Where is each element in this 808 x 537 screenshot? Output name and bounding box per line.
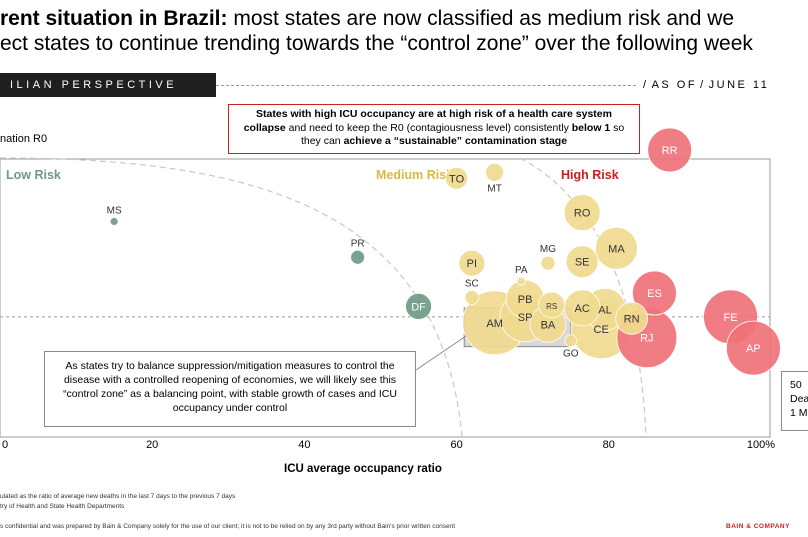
x-tick-label: 0 [2,439,8,451]
bubble-go [564,334,578,348]
as-of-date: / AS OF / JUNE 11 [643,79,770,91]
callout-top-part2: and need to keep the R0 (contagiousness … [285,121,572,134]
callout-top-part3: below 1 [571,121,611,134]
bubble-es [632,270,677,316]
band-divider [216,85,636,86]
bubble-label: DF [411,301,426,313]
bubble-label: BA [541,319,556,331]
x-tick-label: 60 [450,439,462,451]
title-line2: ect states to continue trending towards … [0,32,753,55]
bubble-label: RJ [640,333,653,345]
footnote-1: ulated as the ratio of average new death… [0,493,236,500]
bubble-label: RN [624,313,640,325]
bubble-label: SE [575,257,590,269]
bubble-label: TO [449,173,465,185]
bubble-pa [516,276,526,286]
bubble-label: MA [608,243,625,255]
bubble-label: AL [598,304,611,316]
bubble-label: MS [107,206,122,217]
callout-top-part1: States with high ICU occupancy are at hi… [243,108,612,134]
bubble-ro [563,194,601,231]
bubble-label: GO [563,349,579,360]
bubble-label: PA [515,265,528,276]
bubble-to [445,166,469,190]
legend-line1: 50 [790,379,802,391]
section-band: ILIAN PERSPECTIVE / AS OF / JUNE 11 [0,73,808,97]
bubble-label: MT [487,183,501,194]
bubble-label: MG [540,244,556,255]
legend-line3: 1 M P [790,407,808,419]
bubble-label: SC [465,278,479,289]
bubble-label: PR [351,238,365,249]
plot-frame [0,158,771,438]
disclaimer: s confidential and was prepared by Bain … [0,523,456,530]
risk-zone-label: High Risk [561,168,619,182]
bubble-label: AC [575,303,590,315]
x-tick-label: 100% [747,439,775,451]
title-rest: most states are now classified as medium… [227,7,735,30]
bubble-label: SP [518,312,533,324]
x-axis-label: ICU average occupancy ratio [284,463,442,475]
risk-zone-label: Low Risk [6,168,61,182]
bubble-rn [615,301,649,335]
bubble-ap [725,320,781,376]
bubble-label: FE [724,312,738,324]
perspective-label: ILIAN PERSPECTIVE [0,73,216,97]
bubble-label: CE [594,324,609,336]
title-bold: rent situation in Brazil: [0,7,228,30]
as-of-label: AS OF [651,79,698,91]
control-zone-callout: As states try to balance suppression/mit… [44,351,416,427]
bubble-rr [647,127,693,173]
bubble-label: ES [647,288,662,300]
slide-title: rent situation in Brazil: most states ar… [0,6,808,56]
bubble-se [565,245,599,279]
bubble-sc [464,290,480,305]
y-axis-label: nation R0 [0,133,48,145]
bubble-df [405,293,432,320]
x-tick-label: 80 [603,439,615,451]
x-tick-label: 20 [146,439,158,451]
bubble-mg [540,255,556,271]
x-tick-label: 40 [298,439,310,451]
legend-line2: Death [790,393,808,405]
bubble-label: AP [746,343,761,355]
bubble-label: AM [486,318,503,330]
as-of-value: JUNE 11 [708,79,770,91]
bubble-ms [109,217,119,226]
bubble-mt [485,162,505,182]
medium-risk-boundary [0,157,463,437]
bubble-label: PI [467,258,477,270]
bubble-label: RO [574,208,591,220]
bubble-size-legend: 50 Death 1 M P [781,371,808,431]
bubble-label: PB [518,294,533,306]
high-risk-callout: States with high ICU occupancy are at hi… [228,104,640,154]
bubble-rs [538,291,566,319]
callout-top-part5: achieve a “sustainable” contamination st… [343,135,568,147]
footnote-2: try of Health and State Health Departmen… [0,503,125,510]
bubble-ma [595,226,638,270]
brand-logo: BAIN & COMPANY [726,523,790,530]
bubble-label: RS [546,302,557,311]
callout-leader [415,335,467,371]
bubble-pi [458,249,486,277]
callout-top-part4: so they can [300,121,625,148]
bubble-label: RR [662,145,678,157]
bubble-pr [350,249,366,265]
risk-zone-label: Medium Risk [376,168,453,182]
